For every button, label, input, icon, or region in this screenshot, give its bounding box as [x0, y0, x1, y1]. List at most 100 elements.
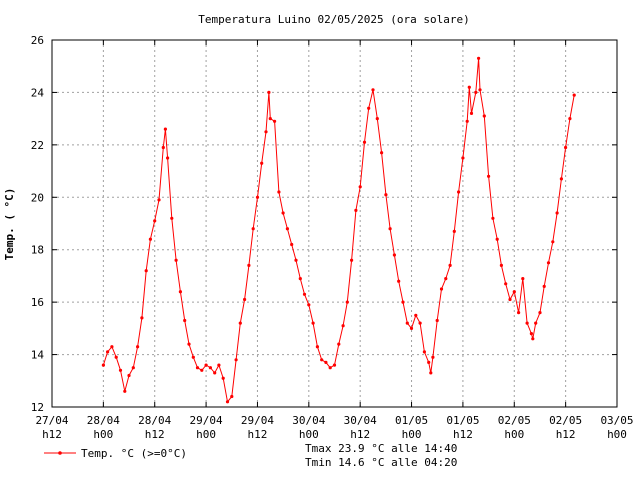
data-point: [555, 211, 559, 215]
legend: Temp. °C (>=0°C): [44, 447, 187, 460]
data-point: [225, 400, 230, 404]
data-point: [140, 316, 144, 320]
data-point: [559, 177, 564, 181]
data-point: [388, 227, 392, 231]
data-point: [427, 360, 431, 364]
data-point: [260, 161, 264, 165]
data-point: [367, 106, 371, 110]
x-tick-label-hour: h12: [453, 428, 473, 441]
data-point: [320, 358, 324, 362]
data-point: [131, 366, 135, 370]
data-point: [409, 326, 414, 330]
data-point: [467, 85, 471, 89]
data-point: [439, 287, 444, 291]
data-point: [337, 342, 341, 346]
plot-frame: [51, 39, 618, 408]
x-tick-label-hour: h00: [299, 428, 319, 441]
data-point: [294, 258, 298, 262]
data-point: [123, 389, 127, 393]
data-point: [311, 321, 315, 325]
data-point: [546, 261, 551, 265]
data-point: [234, 358, 238, 362]
data-point: [217, 363, 221, 367]
y-tick-label: 22: [31, 139, 44, 152]
tmax-annotation: Tmax 23.9 °C alle 14:40: [305, 442, 457, 455]
data-point: [465, 119, 469, 123]
data-point: [397, 279, 401, 283]
x-tick-label-date: 01/05: [446, 414, 479, 427]
y-tick-label: 20: [31, 191, 44, 204]
data-point: [324, 360, 328, 364]
x-tick-label-date: 03/05: [600, 414, 633, 427]
x-tick-label-date: 01/05: [395, 414, 428, 427]
data-point: [315, 345, 319, 349]
y-tick-label: 16: [31, 296, 44, 309]
x-tick-label-hour: h00: [607, 428, 627, 441]
y-axis-label: Temp. ( °C): [3, 188, 16, 261]
data-point: [277, 190, 281, 194]
data-point: [499, 263, 503, 267]
x-tick-label-hour: h12: [556, 428, 576, 441]
data-point: [345, 300, 349, 304]
x-tick-label-hour: h12: [350, 428, 370, 441]
data-point: [431, 355, 435, 359]
data-point: [191, 355, 195, 359]
data-point: [354, 208, 358, 212]
data-point: [243, 297, 247, 302]
data-point: [251, 227, 255, 231]
data-point: [435, 318, 439, 323]
data-point: [204, 363, 208, 367]
data-point: [281, 211, 285, 215]
data-point: [482, 114, 486, 118]
data-point: [414, 313, 418, 317]
data-point: [469, 111, 474, 115]
data-point: [418, 321, 422, 325]
x-tick-label-hour: h00: [504, 428, 524, 441]
data-point: [200, 368, 204, 372]
data-point: [487, 174, 491, 178]
data-point: [380, 151, 384, 155]
x-tick-label-hour: h00: [93, 428, 113, 441]
data-point: [166, 156, 170, 160]
y-tick-label: 14: [31, 349, 45, 362]
data-point: [255, 195, 260, 199]
x-tick-label-date: 29/04: [190, 414, 223, 427]
data-point: [474, 90, 478, 94]
data-point: [508, 297, 512, 302]
data-point: [328, 366, 332, 370]
data-point: [332, 363, 337, 367]
legend-marker: [58, 451, 62, 455]
data-point: [106, 350, 110, 354]
data-point: [298, 277, 302, 281]
x-tick-label-hour: h12: [248, 428, 268, 441]
data-point: [208, 366, 212, 370]
data-point: [161, 145, 165, 150]
data-point: [114, 355, 118, 359]
data-point: [448, 263, 452, 267]
data-point: [213, 371, 217, 375]
series-group: [101, 56, 576, 404]
data-point: [444, 277, 448, 281]
data-point: [362, 140, 367, 144]
data-point: [392, 253, 396, 257]
x-tick-label-hour: h12: [42, 428, 62, 441]
data-point: [350, 258, 354, 262]
y-tick-label: 18: [31, 244, 44, 257]
data-point: [564, 145, 568, 150]
data-point: [405, 321, 409, 325]
y-tick-label: 26: [31, 34, 44, 47]
data-point: [531, 337, 535, 341]
data-point: [422, 350, 426, 354]
data-point: [264, 130, 268, 134]
data-point: [153, 219, 157, 223]
x-tick-label-hour: h00: [196, 428, 216, 441]
data-point: [187, 342, 191, 346]
data-point: [136, 345, 140, 349]
data-point: [110, 345, 114, 349]
data-point: [542, 284, 546, 288]
data-point: [247, 263, 251, 267]
data-point: [572, 93, 576, 97]
x-axis-ticks: 27/04h1228/04h0028/04h1229/04h0029/04h12…: [35, 40, 634, 441]
data-point: [183, 318, 187, 323]
